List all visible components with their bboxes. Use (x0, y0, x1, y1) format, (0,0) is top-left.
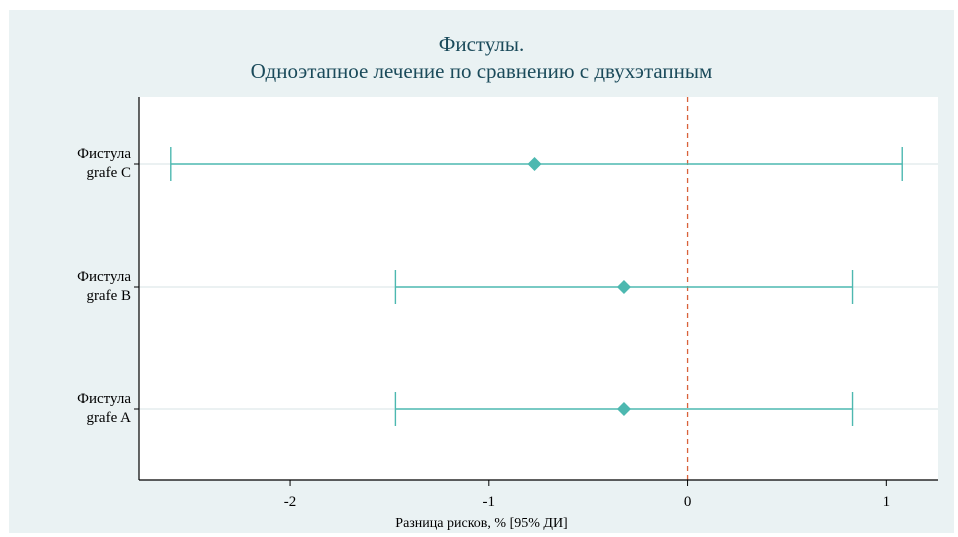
chart-title-line-2: Одноэтапное лечение по сравнению с двухэ… (250, 59, 713, 83)
x-tick-label-3: 1 (882, 494, 891, 510)
chart-title-line-1: Фистулы. (438, 32, 525, 56)
x-tick-label-2: 0 (683, 494, 692, 510)
y-label-line1-2: Фистула (77, 391, 131, 407)
y-label-line1-1: Фистула (77, 269, 131, 285)
forest-plot (134, 97, 938, 486)
y-label-line2-2: grafe A (86, 410, 131, 426)
x-axis-label: Разница рисков, % [95% ДИ] (395, 516, 568, 531)
y-label-line2-1: grafe B (86, 288, 131, 304)
y-label-1: Фистула grafe B (11, 268, 131, 306)
plot-area (139, 97, 938, 480)
y-label-0: Фистула grafe C (11, 145, 131, 183)
x-tick-label-0: -2 (283, 494, 297, 510)
y-label-line1-0: Фистула (77, 146, 131, 162)
y-label-line2-0: grafe C (86, 165, 131, 181)
x-tick-label-1: -1 (482, 494, 496, 510)
estimate-marker-0 (527, 157, 542, 171)
chart-frame: Фистулы. Одноэтапное лечение по сравнени… (9, 10, 954, 533)
estimate-marker-2 (616, 402, 631, 416)
estimate-marker-1 (616, 280, 631, 294)
y-label-2: Фистула grafe A (11, 390, 131, 428)
